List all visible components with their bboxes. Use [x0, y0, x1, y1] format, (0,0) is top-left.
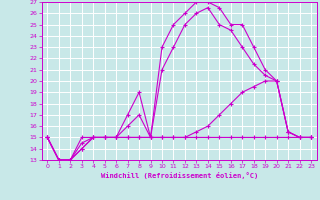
X-axis label: Windchill (Refroidissement éolien,°C): Windchill (Refroidissement éolien,°C) — [100, 172, 258, 179]
